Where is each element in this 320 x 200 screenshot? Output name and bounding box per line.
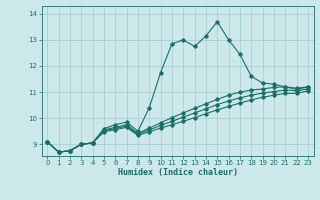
X-axis label: Humidex (Indice chaleur): Humidex (Indice chaleur) xyxy=(118,168,237,177)
